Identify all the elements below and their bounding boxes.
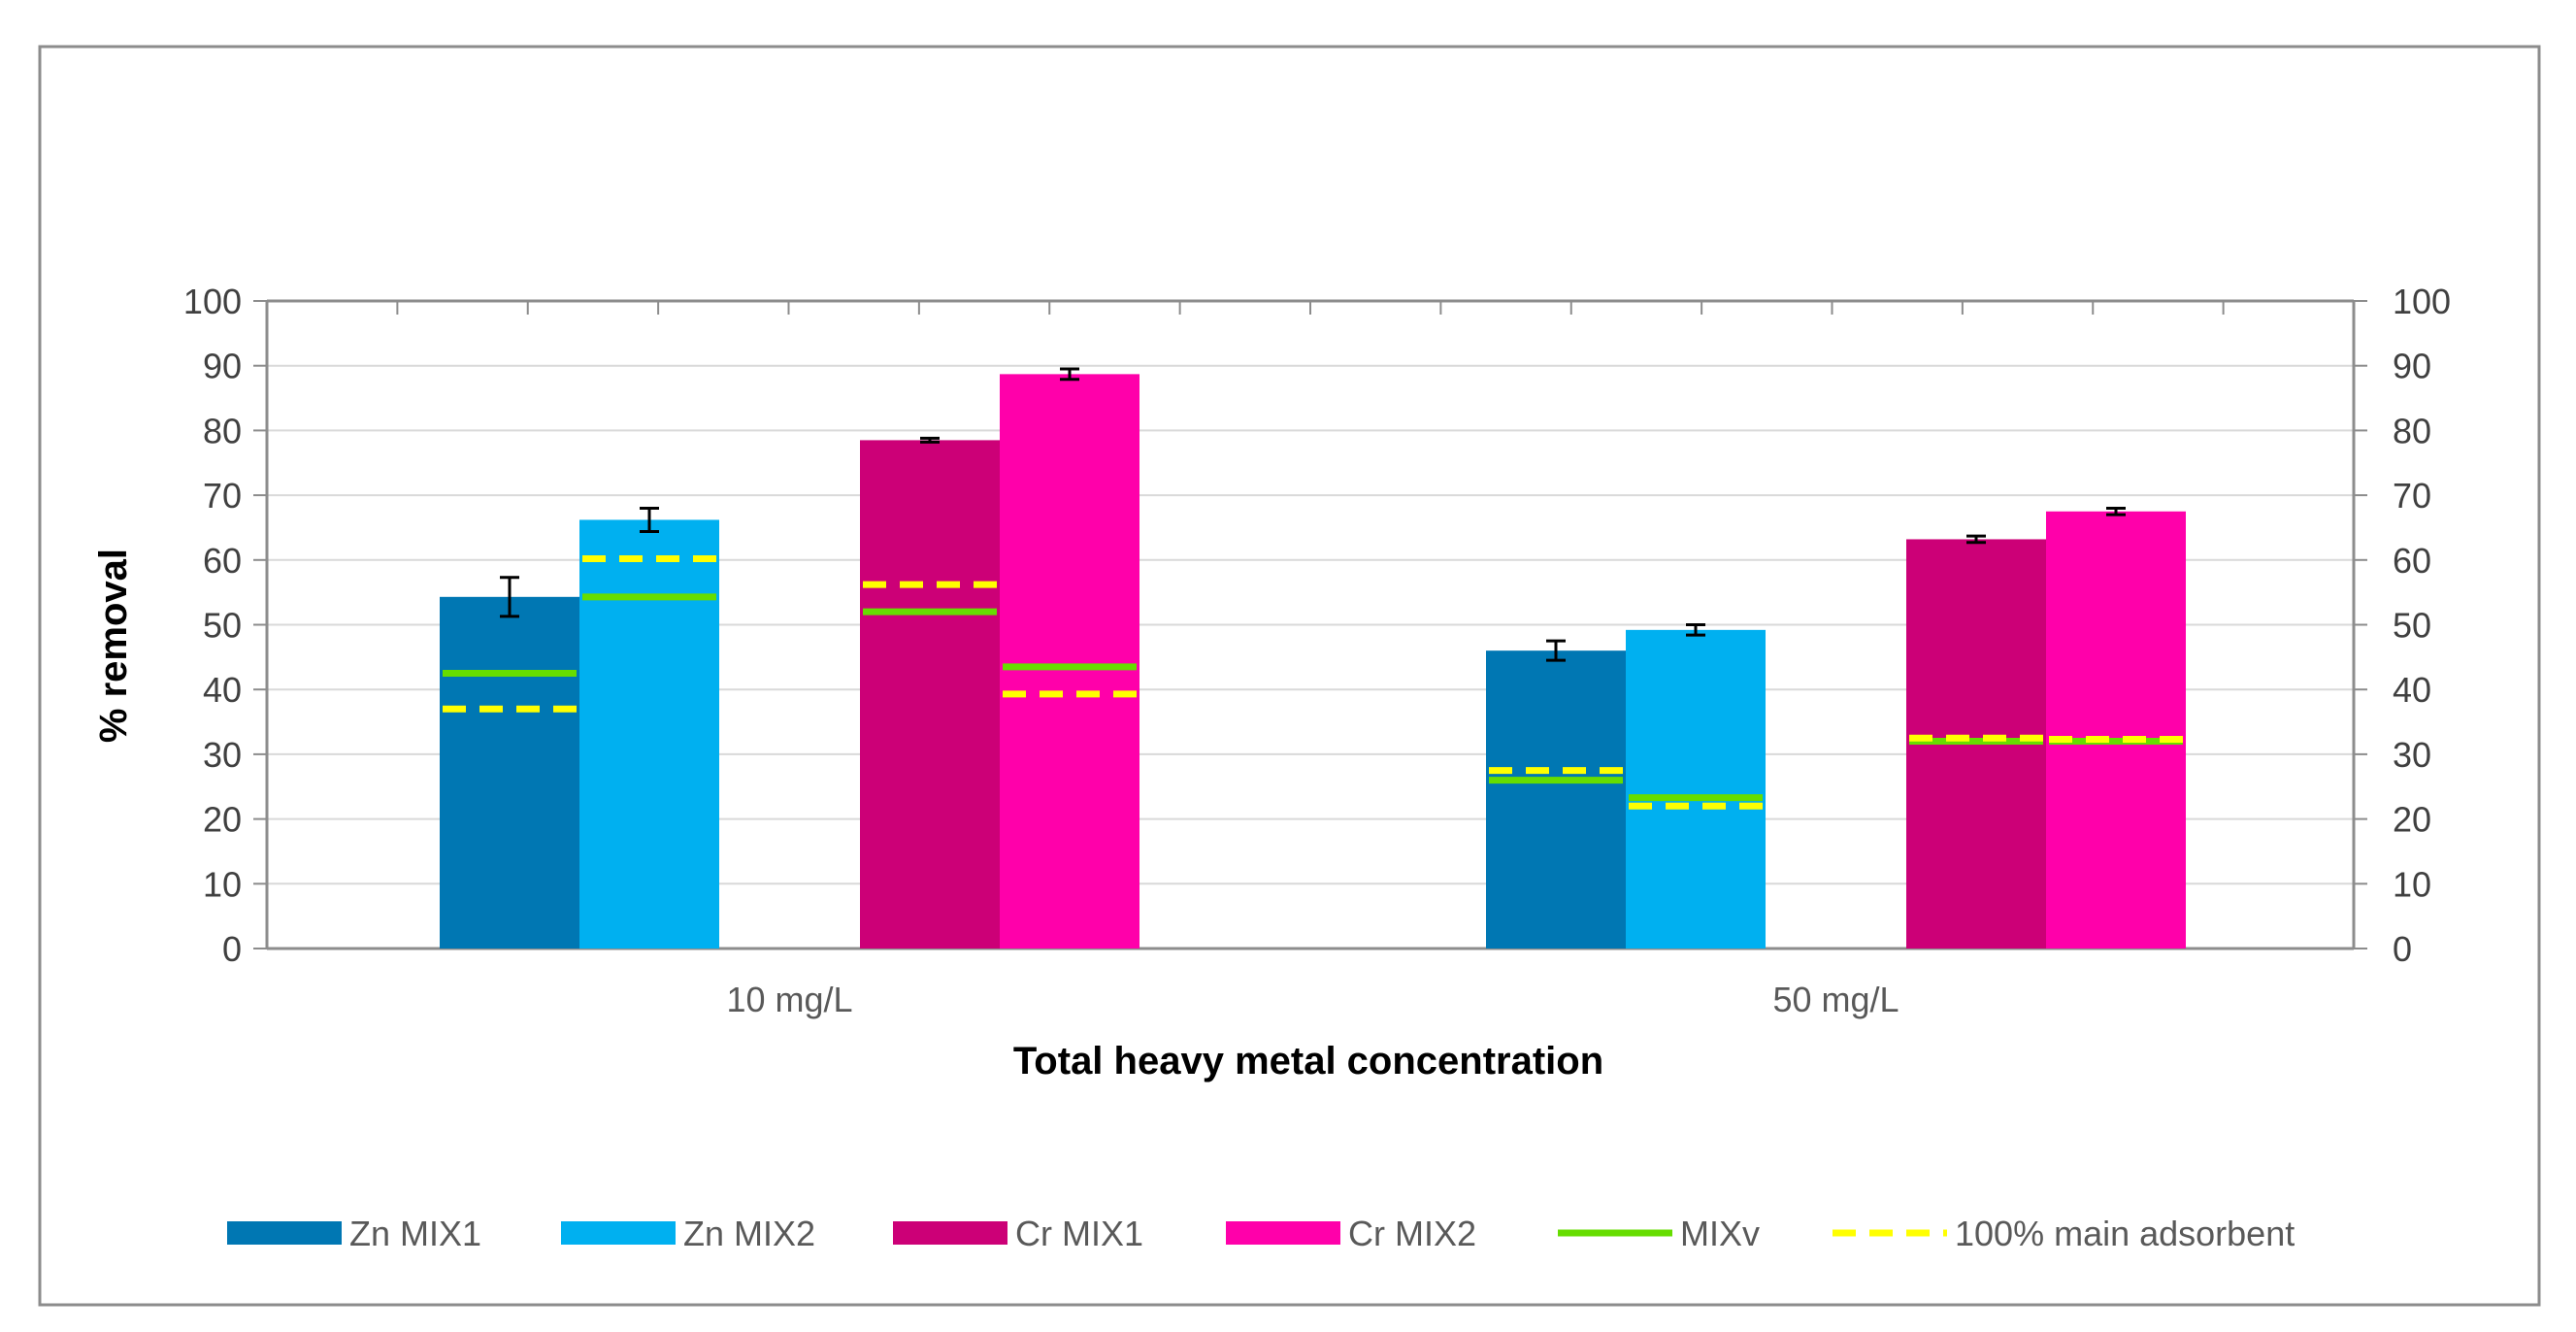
bar — [579, 519, 719, 949]
legend-label: Zn MIX1 — [349, 1214, 481, 1253]
legend-label: MIXv — [1680, 1214, 1760, 1253]
bars — [440, 374, 2186, 949]
y-tick-label-left: 10 — [203, 864, 242, 904]
error-bars — [500, 367, 2126, 662]
legend-label: Cr MIX1 — [1015, 1214, 1143, 1253]
y-tick-label-right: 40 — [2393, 670, 2431, 710]
x-category-label: 10 mg/L — [726, 980, 852, 1019]
y-axis-title: % removal — [92, 549, 135, 743]
y-tick-label-right: 10 — [2393, 864, 2431, 904]
y-tick-label-left: 20 — [203, 800, 242, 840]
y-tick-label-right: 0 — [2393, 929, 2412, 969]
legend-swatch — [561, 1221, 676, 1245]
y-tick-label-left: 30 — [203, 735, 242, 775]
y-tick-label-right: 80 — [2393, 411, 2431, 450]
y-tick-label-left: 0 — [222, 929, 242, 969]
legend-label: Zn MIX2 — [683, 1214, 815, 1253]
legend-label: 100% main adsorbent — [1955, 1214, 2295, 1253]
y-tick-label-right: 70 — [2393, 476, 2431, 516]
legend-swatch — [1226, 1221, 1340, 1245]
y-tick-label-right: 60 — [2393, 541, 2431, 581]
y-tick-label-right: 50 — [2393, 606, 2431, 646]
y-tick-label-left: 50 — [203, 606, 242, 646]
y-tick-label-left: 80 — [203, 411, 242, 450]
overlay-lines — [443, 554, 2183, 810]
tick-labels: 0 0 10 10 20 20 30 30 40 40 50 50 60 60 70 70 80 80 90 90 10… — [183, 282, 2451, 1019]
legend-label: Cr MIX2 — [1348, 1214, 1476, 1253]
y-tick-label-right: 90 — [2393, 347, 2431, 386]
legend-swatch — [893, 1221, 1007, 1245]
y-tick-label-right: 30 — [2393, 735, 2431, 775]
x-axis-title: Total heavy metal concentration — [1013, 1040, 1603, 1082]
y-tick-label-left: 90 — [203, 347, 242, 386]
y-tick-label-right: 100 — [2393, 282, 2451, 321]
bar — [1486, 650, 1626, 949]
x-category-label: 50 mg/L — [1772, 980, 1899, 1019]
y-tick-label-left: 40 — [203, 670, 242, 710]
y-tick-label-left: 60 — [203, 541, 242, 581]
y-tick-label-right: 20 — [2393, 800, 2431, 840]
legend-swatch — [227, 1221, 342, 1245]
y-tick-label-left: 70 — [203, 476, 242, 516]
bar — [1000, 374, 1139, 949]
bar — [1626, 629, 1766, 949]
bar — [440, 596, 579, 949]
legend: Zn MIX1 Zn MIX2 Cr MIX1 Cr MIX2 MIXv 100% mai… — [227, 1214, 2295, 1253]
bar — [2046, 511, 2186, 949]
bar — [860, 440, 1000, 949]
y-tick-label-left: 100 — [183, 282, 242, 321]
